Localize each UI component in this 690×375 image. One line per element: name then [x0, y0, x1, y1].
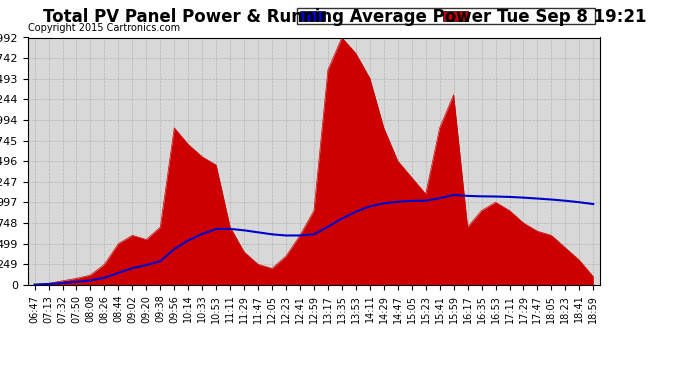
Text: Total PV Panel Power & Running Average Power Tue Sep 8 19:21: Total PV Panel Power & Running Average P… [43, 8, 647, 26]
Legend: Average (DC Watts), PV Panels (DC Watts): Average (DC Watts), PV Panels (DC Watts) [297, 8, 595, 24]
Text: Copyright 2015 Cartronics.com: Copyright 2015 Cartronics.com [28, 22, 179, 33]
